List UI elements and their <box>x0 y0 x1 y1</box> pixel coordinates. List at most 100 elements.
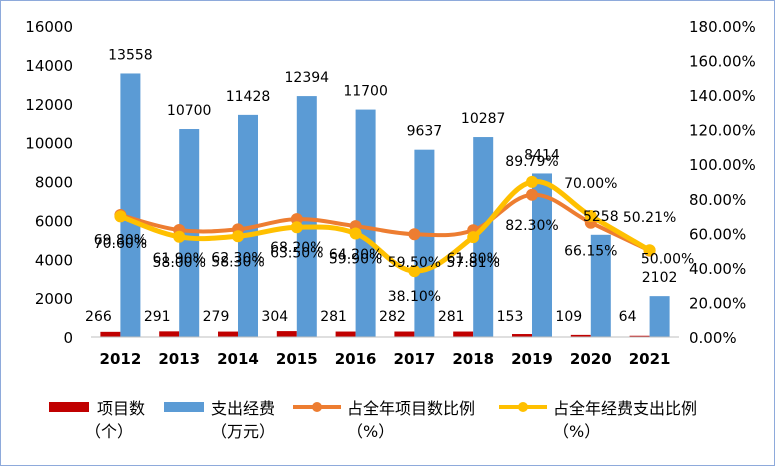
project-ratio-data-label: 61.90% <box>153 251 206 267</box>
legend-item-expenditure: 支出经费 （万元） <box>164 399 275 441</box>
project-ratio-point <box>526 188 538 201</box>
project-count-bar <box>276 331 297 337</box>
x-tick-label: 2012 <box>100 350 142 368</box>
project-count-data-label: 109 <box>555 309 582 325</box>
project-count-bar <box>629 335 650 337</box>
expenditure-bar <box>296 96 317 338</box>
y-left-tick-label: 4000 <box>35 251 73 269</box>
expenditure-data-label: 2102 <box>642 270 678 286</box>
legend: 项目数 （个） 支出经费 （万元） 占全年项目数比例 （%） 占全年经费支出比例… <box>49 399 697 441</box>
expenditure-data-label: 10700 <box>167 103 212 119</box>
project-count-data-label: 281 <box>438 309 465 325</box>
expenditure-bar <box>355 109 376 337</box>
expense-ratio-point <box>114 210 127 223</box>
x-tick-label: 2013 <box>158 350 200 368</box>
expense-ratio-point <box>290 221 303 234</box>
x-tick-label: 2017 <box>394 350 436 368</box>
y-left-tick-label: 0 <box>63 329 73 347</box>
expenditure-data-label: 5258 <box>583 209 619 225</box>
y-right-tick-label: 160.00% <box>689 53 756 71</box>
project-ratio-data-label: 66.15% <box>564 244 617 260</box>
y-left-tick-label: 16000 <box>25 18 73 36</box>
legend-label-project-ratio: 占全年项目数比例 <box>347 399 475 418</box>
legend-swatch-expenditure <box>164 402 204 412</box>
expense-ratio-data-label: 58.00% <box>153 255 206 271</box>
y-right-tick-label: 100.00% <box>689 156 756 174</box>
expense-ratio-point <box>467 231 480 244</box>
y-right-tick-label: 120.00% <box>689 122 756 140</box>
legend-unit-expenditure: （万元） <box>211 422 275 441</box>
expenditure-bar <box>649 296 670 337</box>
project-ratio-data-label: 62.30% <box>211 250 264 266</box>
project-ratio-data-label: 50.00% <box>641 252 694 268</box>
expense-ratio-data-label: 69.80% <box>94 232 147 248</box>
project-count-bar <box>512 334 532 337</box>
legend-item-project-ratio: 占全年项目数比例 （%） <box>293 399 475 441</box>
expenditure-bar <box>590 234 611 337</box>
y-left-tick-label: 2000 <box>35 290 73 308</box>
expense-ratio-point <box>408 265 421 278</box>
project-count-bar <box>159 331 180 337</box>
expense-ratio-point <box>643 244 656 257</box>
x-tick-label: 2021 <box>629 350 671 368</box>
legend-unit-project-count: （个） <box>85 422 133 441</box>
project-count-data-label: 266 <box>85 309 112 325</box>
project-count-bar <box>335 331 356 337</box>
project-count-bar <box>100 331 121 337</box>
lines-group <box>114 175 656 278</box>
expense-ratio-point <box>349 227 362 240</box>
expenditure-data-label: 11428 <box>226 89 271 105</box>
legend-swatch-project-count <box>49 402 89 412</box>
legend-label-expense-ratio: 占全年经费支出比例 <box>553 399 697 418</box>
project-count-data-label: 291 <box>144 309 171 325</box>
y-left-tick-label: 10000 <box>25 135 73 153</box>
expenditure-bar <box>473 137 494 337</box>
expenditure-data-label: 12394 <box>285 70 330 86</box>
project-ratio-data-label: 64.20% <box>329 247 382 263</box>
y-right-tick-label: 0.00% <box>689 329 737 347</box>
expenditure-bar <box>120 73 141 338</box>
y-right-tick-label: 40.00% <box>689 260 746 278</box>
expense-ratio-point <box>584 210 597 223</box>
legend-unit-expense-ratio: （%） <box>553 422 600 441</box>
x-tick-label: 2015 <box>276 350 318 368</box>
y-right-tick-label: 140.00% <box>689 87 756 105</box>
expenditure-data-label: 9637 <box>407 124 443 140</box>
project-count-data-label: 279 <box>203 309 230 325</box>
project-count-bar <box>453 331 474 337</box>
project-count-data-label: 281 <box>320 309 347 325</box>
legend-marker-project-ratio <box>312 402 322 412</box>
project-count-data-label: 64 <box>619 309 637 325</box>
project-count-data-label: 153 <box>497 309 524 325</box>
project-ratio-line <box>119 192 651 253</box>
legend-label-project-count: 项目数 <box>97 399 145 418</box>
y-right-tick-label: 80.00% <box>689 191 746 209</box>
project-ratio-data-label: 68.20% <box>270 240 323 256</box>
legend-marker-expense-ratio <box>518 402 528 412</box>
y-left-tick-label: 12000 <box>25 96 73 114</box>
x-tick-label: 2020 <box>570 350 612 368</box>
project-count-data-label: 282 <box>379 309 406 325</box>
expenditure-data-label: 13558 <box>108 47 153 63</box>
y-left-tick-label: 8000 <box>35 174 73 192</box>
axes-group: 0 2000 4000 6000 8000 10000 12000 14000 16000 0.0… <box>25 18 755 368</box>
expenditure-bar <box>414 149 435 337</box>
expenditure-data-label: 10287 <box>461 111 506 127</box>
expense-ratio-data-label: 57.81% <box>447 255 500 271</box>
x-tick-label: 2016 <box>335 350 377 368</box>
legend-item-expense-ratio: 占全年经费支出比例 （%） <box>499 399 697 441</box>
expense-ratio-point <box>173 230 186 243</box>
project-ratio-data-label: 82.30% <box>505 218 558 234</box>
project-count-bar <box>394 331 415 337</box>
expense-ratio-data-label: 59.90% <box>329 252 382 268</box>
x-tick-label: 2018 <box>452 350 494 368</box>
project-count-bar <box>218 331 238 337</box>
expenditure-data-label: 11700 <box>343 84 388 100</box>
y-right-tick-label: 180.00% <box>689 18 756 36</box>
expense-ratio-data-label: 70.00% <box>564 176 617 192</box>
expense-ratio-data-label: 63.50% <box>270 245 323 261</box>
y-left-tick-label: 14000 <box>25 57 73 75</box>
x-tick-label: 2014 <box>217 350 259 368</box>
legend-unit-project-ratio: （%） <box>347 422 394 441</box>
